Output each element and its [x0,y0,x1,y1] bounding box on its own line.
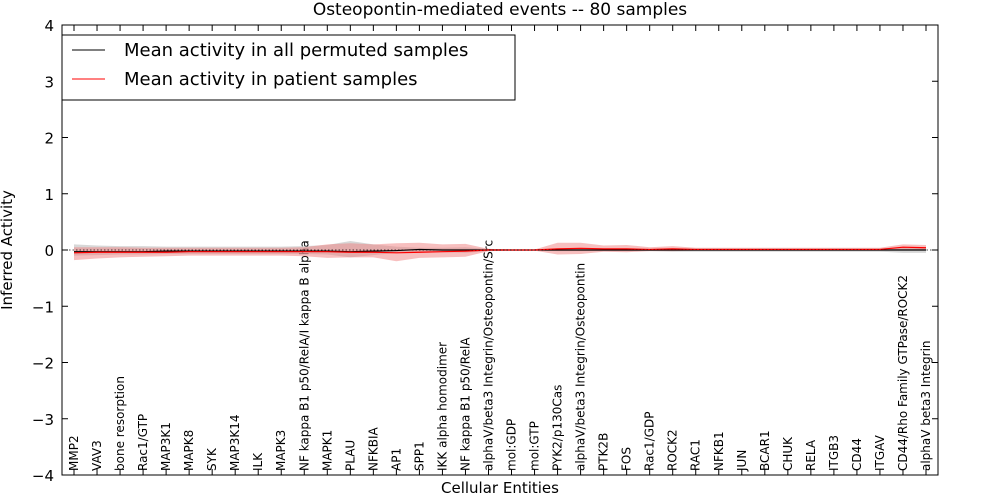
x-tick-label-cd44: CD44 [850,438,864,471]
x-tick-label-bone-resorption: bone resorption [113,376,127,471]
x-tick-label-chuk: CHUK [781,436,795,471]
x-tick-label-spp1: SPP1 [412,441,426,471]
x-tick-label-rock2: ROCK2 [666,429,680,471]
y-tick-label: 4 [44,17,54,35]
legend-box [61,34,516,101]
x-tick-label-itgav: ITGAV [873,434,887,471]
x-tick-label-map3k14: MAP3K14 [228,414,242,471]
x-tick-label-mapk1: MAPK1 [320,430,334,471]
y-tick-label: −1 [32,298,54,316]
x-tick-label-itgb3: ITGB3 [827,435,841,471]
x-tick-label-nf-kappa-b1-p50-rela: NF kappa B1 p50/RelA [458,337,472,471]
x-tick-label-map3k1: MAP3K1 [159,422,173,471]
x-tick-label-ikk-alpha-homodimer: IKK alpha homodimer [435,342,449,471]
legend: Mean activity in all permuted samples Me… [61,34,516,101]
x-tick-label-pyk2-p130cas: PYK2/p130Cas [551,385,565,471]
x-tick-label-mapk3: MAPK3 [274,430,288,471]
x-tick-label-vav3: VAV3 [90,440,104,471]
x-tick-label-rela: RELA [804,439,818,471]
y-tick-label: 0 [44,242,54,260]
plot-frame [61,24,939,476]
x-tick-label-rac1-gtp: Rac1/GTP [136,414,150,471]
x-tick-label-rac1-gdp: Rac1/GDP [643,412,657,471]
y-tick-label: 2 [44,130,54,148]
x-tick-label-plau: PLAU [343,440,357,471]
x-tick-label-rac1: RAC1 [689,439,703,471]
x-tick-label-nf-kappa-b1-p50-rela-i-kappa-b-alpha: NF kappa B1 p50/RelA/I kappa B alpha [297,240,311,471]
x-tick-label-alphav-beta3-integrin-osteopontin: alphaV/beta3 Integrin/Osteopontin [574,263,588,471]
y-tick-label: 1 [44,186,54,204]
x-tick-label-mol-gdp: mol:GDP [505,419,519,471]
plot-area: 4 3 2 1 0 −1 −2 −3 −4 MMP2 VAV3 bone resorption Rac1… [32,17,938,485]
x-axis-label: Cellular Entities [441,479,559,497]
x-tick-label-nfkbia: NFKBIA [366,426,380,471]
x-tick-label-mapk8: MAPK8 [182,430,196,471]
x-tick-label-bcar1: BCAR1 [758,430,772,471]
legend-label-permuted: Mean activity in all permuted samples [124,40,468,61]
x-tick-label-syk: SYK [205,447,219,471]
y-tick-label: −3 [32,411,54,429]
x-tick-label-ilk: ILK [251,452,265,471]
x-tick-label-mol-gtp: mol:GTP [528,421,542,471]
legend-label-patient: Mean activity in patient samples [124,69,418,90]
x-tick-label-fos: FOS [620,447,634,471]
x-tick-label-nfkb1: NFKB1 [712,431,726,471]
chart-title: Osteopontin-mediated events -- 80 sample… [313,0,687,20]
x-tick-label-jun: JUN [735,450,749,472]
y-tick-label: 3 [44,73,54,91]
y-tick-label: −2 [32,355,54,373]
y-axis-label: Inferred Activity [0,190,16,310]
y-tick-label: −4 [32,467,54,485]
x-tick-label-cd44-rho-family-gtpase-rock2: CD44/Rho Family GTPase/ROCK2 [896,275,910,471]
x-tick-label-ap1: AP1 [389,448,403,471]
x-tick-label-alphav-beta3-integrin: alphaV beta3 Integrin [919,340,933,471]
x-tick-label-ptk2b: PTK2B [597,433,611,471]
x-tick-label-alphav-beta3-integrin-osteopontin-src: alphaV/beta3 Integrin/Osteopontin/Src [481,240,495,471]
x-tick-label-mmp2: MMP2 [67,435,81,471]
